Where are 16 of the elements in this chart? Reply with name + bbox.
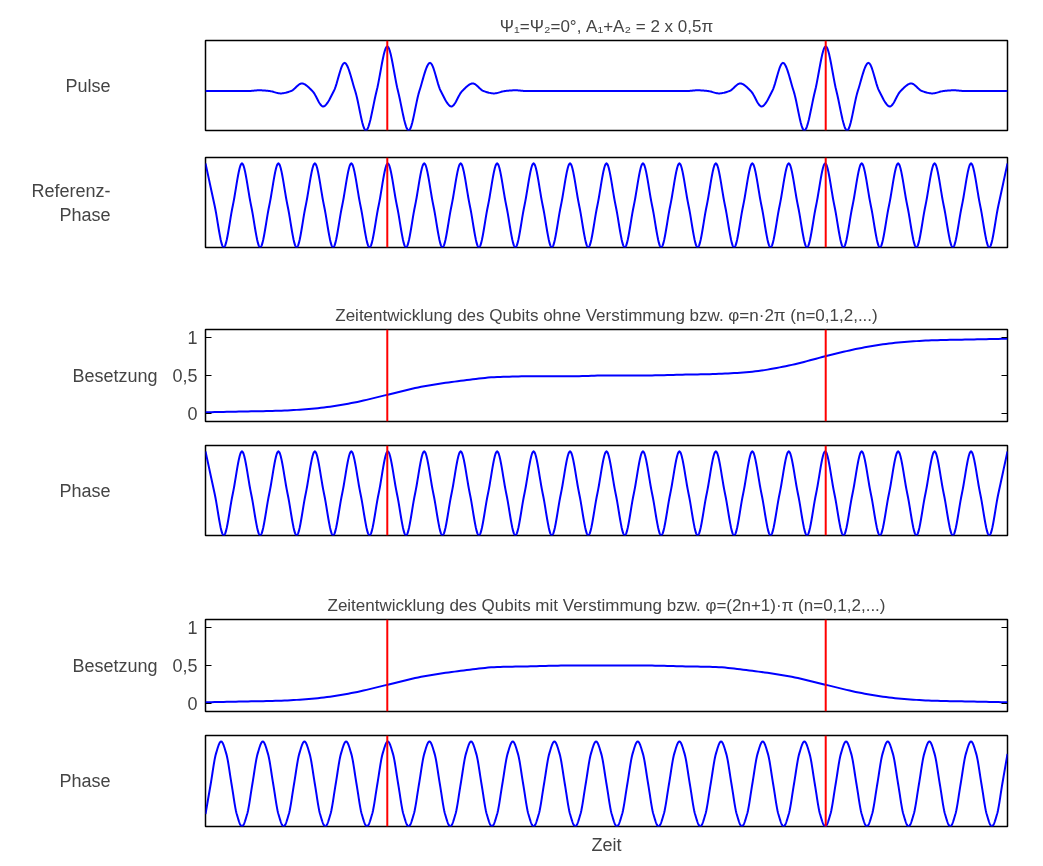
y-axis-title: Besetzung <box>72 365 158 386</box>
chart-title: Zeitentwicklung des Qubits ohne Verstimmung bzw. φ=n·2π (n=0,1,2,...) <box>335 305 878 325</box>
x-axis-title: Zeit <box>591 834 622 855</box>
chart-title: Zeitentwicklung des Qubits mit Verstimmung bzw. φ=(2n+1)·π (n=0,1,2,...) <box>327 595 886 615</box>
y-axis-title: Besetzung <box>72 655 158 676</box>
y-axis-title: Pulse <box>65 75 111 96</box>
chart-title: Ψ₁=Ψ₂=0°, A₁+A₂ = 2 x 0,5π <box>499 16 714 36</box>
y-tick-label: 0 <box>187 404 198 425</box>
y-tick-label: 0,5 <box>172 366 198 386</box>
y-tick-label: 1 <box>187 327 198 348</box>
y-tick-label: 0 <box>187 694 198 715</box>
y-axis-title: Referenz- Phase <box>31 180 111 225</box>
y-tick-label: 0,5 <box>172 656 198 676</box>
y-axis-title: Phase <box>59 480 111 501</box>
y-tick-label: 1 <box>187 617 198 638</box>
y-axis-title: Phase <box>59 771 111 791</box>
